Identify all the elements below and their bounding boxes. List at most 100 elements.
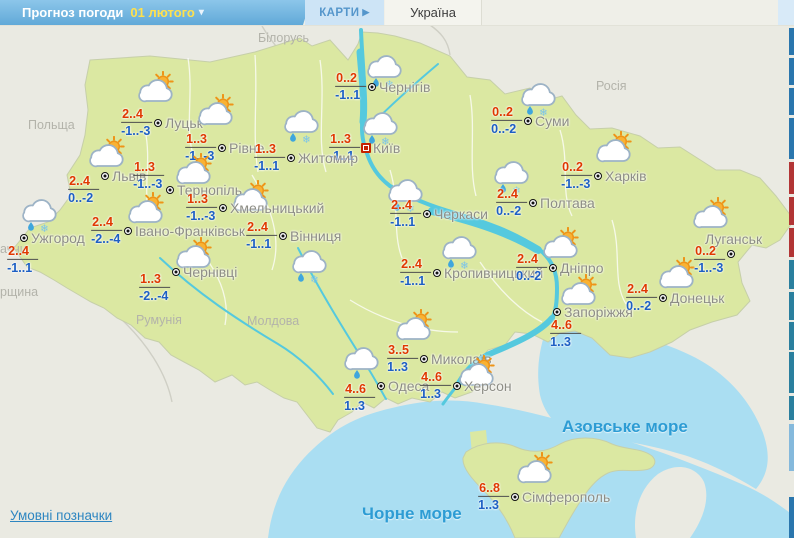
city-label[interactable]: Миколаїв	[431, 351, 492, 367]
country-label: Молдова	[247, 314, 300, 328]
night-temp-range: -2..-4	[139, 289, 169, 303]
city-label[interactable]: Донецьк	[670, 290, 725, 306]
city-marker[interactable]	[368, 83, 376, 91]
city-label[interactable]: Кропивницький	[444, 265, 544, 281]
legend-link[interactable]: Умовні позначки	[10, 508, 113, 523]
city-label[interactable]: Луганськ	[705, 231, 763, 247]
city-label[interactable]: Дніпро	[560, 260, 604, 276]
city-marker[interactable]	[154, 119, 162, 127]
night-temp-range: 0..-2	[626, 299, 652, 313]
day-temp-range: 1..3	[139, 272, 170, 288]
city-label[interactable]: Суми	[535, 113, 570, 129]
edge-bar	[789, 58, 794, 85]
temperature-block: 2..4 -1..1	[7, 244, 38, 275]
city-label[interactable]: Херсон	[464, 378, 512, 394]
city-label[interactable]: Запоріжжя	[564, 304, 633, 320]
edge-bar	[789, 197, 794, 225]
city-marker[interactable]	[20, 234, 28, 242]
edge-bar	[789, 322, 794, 350]
tab-ukraine[interactable]: Україна	[385, 0, 482, 25]
temperature-block: 2..4 0..-2	[68, 174, 99, 205]
sea-label: Азовське море	[562, 417, 688, 436]
capital-marker[interactable]	[361, 143, 371, 153]
country-label: Білорусь	[258, 31, 310, 45]
city-label[interactable]: Луцьк	[165, 115, 203, 131]
city-label[interactable]: Чернігів	[379, 79, 431, 95]
day-temp-range: 2..4	[400, 257, 431, 273]
day-temp-range: 4..6	[550, 318, 581, 334]
city-marker[interactable]	[166, 186, 174, 194]
city-marker[interactable]	[377, 382, 385, 390]
temperature-block: 4..6 1..3	[550, 318, 581, 349]
city-marker[interactable]	[219, 204, 227, 212]
night-temp-range: 1..3	[478, 498, 499, 512]
temperature-block: 1..3 -1..-3	[186, 192, 217, 223]
city-marker[interactable]	[549, 264, 557, 272]
chevron-down-icon: ▾	[198, 7, 204, 18]
city-marker[interactable]	[511, 493, 519, 501]
city-label[interactable]: Сімферополь	[522, 489, 611, 505]
city-label[interactable]: Ужгород	[31, 230, 85, 246]
city-marker[interactable]	[279, 232, 287, 240]
temperature-block: 2..4 0..-2	[496, 187, 527, 218]
day-temp-range: 1..3	[185, 132, 216, 148]
city-label[interactable]: Житомир	[298, 150, 359, 166]
edge-bar	[789, 162, 794, 194]
city-marker[interactable]	[529, 199, 537, 207]
city-label[interactable]: Хмельницький	[230, 200, 325, 216]
city-label[interactable]: Івано-Франківськ	[135, 223, 246, 239]
night-temp-range: -1..1	[254, 159, 280, 173]
day-temp-range: 0..2	[561, 160, 592, 176]
city-marker[interactable]	[420, 355, 428, 363]
city-marker[interactable]	[124, 227, 132, 235]
night-temp-range: 1..3	[387, 360, 408, 374]
city-label[interactable]: Полтава	[540, 195, 595, 211]
edge-bar	[789, 352, 794, 393]
day-temp-range: 0..2	[694, 244, 725, 260]
city-label[interactable]: Рівне	[229, 140, 265, 156]
city-label[interactable]: Черкаси	[434, 206, 488, 222]
city-marker[interactable]	[433, 269, 441, 277]
city-label[interactable]: Тернопіль	[177, 182, 243, 198]
night-temp-range: 0..-2	[516, 269, 542, 283]
day-temp-range: 2..4	[7, 244, 38, 260]
city-label[interactable]: Вінниця	[290, 228, 342, 244]
day-temp-range: 1..3	[254, 142, 285, 158]
city-marker[interactable]	[553, 308, 561, 316]
tab-maps[interactable]: КАРТИ ▶	[305, 0, 384, 25]
night-temp-range: 1..3	[550, 335, 571, 349]
city-marker[interactable]	[287, 154, 295, 162]
temperature-block: 0..2 -1..-3	[694, 244, 725, 275]
city-marker[interactable]	[218, 144, 226, 152]
night-temp-range: -1..-3	[133, 177, 163, 191]
sea-label: Чорне море	[362, 504, 462, 523]
night-temp-range: -1..1	[7, 261, 33, 275]
day-temp-range: 2..4	[246, 220, 277, 236]
date-label: 01 лютого	[130, 5, 195, 20]
city-marker[interactable]	[453, 382, 461, 390]
city-marker[interactable]	[172, 268, 180, 276]
date-selector[interactable]: 01 лютого ▾	[130, 5, 203, 20]
city-label[interactable]: Харків	[605, 168, 647, 184]
day-temp-range: 0..2	[491, 105, 522, 121]
temperature-block: 4..6 1..3	[344, 382, 375, 413]
city-marker[interactable]	[423, 210, 431, 218]
city-marker[interactable]	[101, 172, 109, 180]
night-temp-range: -1..1	[329, 149, 355, 163]
day-temp-range: 3..5	[387, 343, 418, 359]
city-label[interactable]: Львів	[112, 168, 147, 184]
day-temp-range: 1..3	[329, 132, 360, 148]
city-marker[interactable]	[659, 294, 667, 302]
day-temp-range: 2..4	[626, 282, 657, 298]
tab-maps-label: КАРТИ	[319, 6, 360, 19]
city-label[interactable]: Чернівці	[183, 264, 238, 280]
city-label[interactable]: Одеса	[388, 378, 430, 394]
night-temp-range: 0..-2	[68, 191, 94, 205]
city-label[interactable]: Київ	[373, 140, 401, 156]
temperature-block: 2..4 -1..-3	[121, 107, 152, 138]
city-marker[interactable]	[524, 117, 532, 125]
header: Прогноз погоди 01 лютого ▾ КАРТИ ▶ Украї…	[0, 0, 794, 26]
city-marker[interactable]	[594, 172, 602, 180]
temperature-block: 2..4 -1..1	[390, 198, 421, 229]
city-marker[interactable]	[727, 250, 735, 258]
